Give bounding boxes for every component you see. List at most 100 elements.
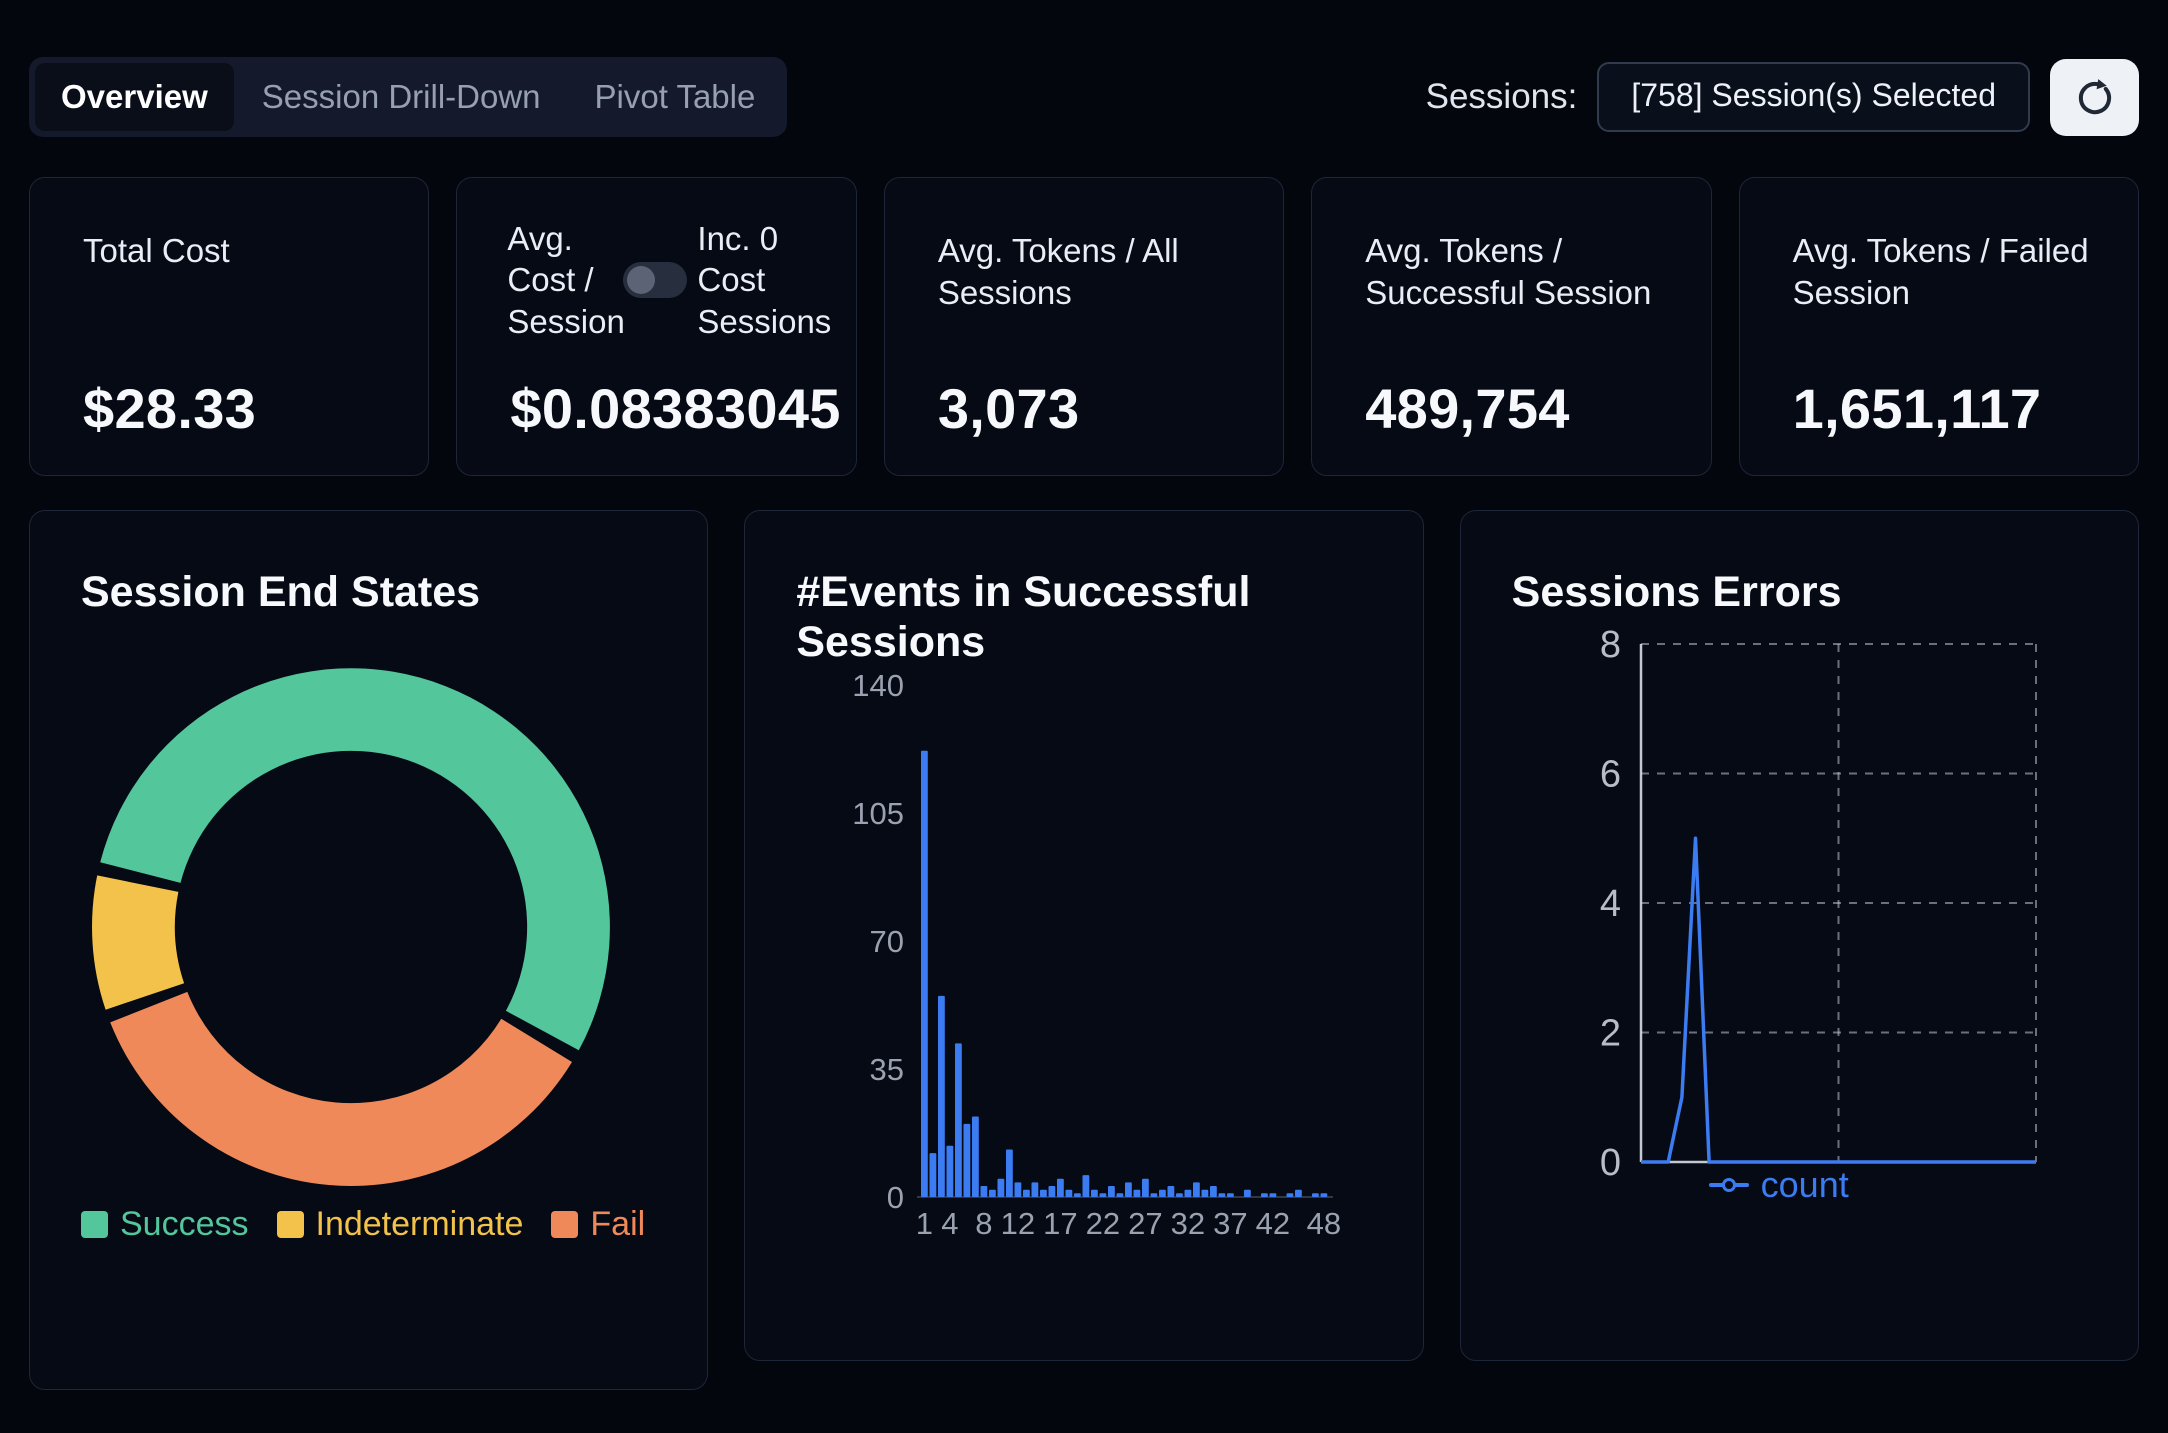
- y-tick-label: 2: [1600, 1013, 1621, 1055]
- bar: [1295, 1189, 1303, 1197]
- stat-label: Total Cost: [83, 232, 230, 269]
- stat-label: Avg. Cost / Session: [507, 220, 625, 340]
- x-tick-label: 12: [1001, 1206, 1035, 1241]
- toggle-knob: [627, 265, 656, 294]
- bar: [1218, 1193, 1226, 1197]
- stat-card-avg-tokens-successful-session: Avg. Tokens / Successful Session 489,754: [1311, 177, 1712, 476]
- bar: [955, 1043, 963, 1197]
- donut-legend: Success Indeterminate Fail: [81, 1205, 645, 1244]
- bar: [989, 1189, 997, 1197]
- y-tick-label: 0: [887, 1180, 904, 1215]
- sessions-selected-dropdown[interactable]: [758] Session(s) Selected: [1597, 62, 2030, 132]
- bar: [1091, 1189, 1099, 1197]
- bar: [1108, 1186, 1116, 1197]
- x-tick-label: 4: [942, 1206, 959, 1241]
- sessions-cluster: Sessions: [758] Session(s) Selected: [1425, 58, 2139, 136]
- x-tick-label: 22: [1086, 1206, 1120, 1241]
- bar: [1031, 1182, 1039, 1197]
- bar: [1269, 1193, 1277, 1197]
- line-legend: count: [1708, 1164, 1849, 1206]
- bar: [1082, 1175, 1090, 1197]
- stat-card-avg-cost-per-session: Avg. Cost / Session Inc. 0 Cost Sessions…: [456, 177, 857, 476]
- x-tick-label: 8: [976, 1206, 993, 1241]
- bar: [1286, 1193, 1294, 1197]
- stat-card-avg-tokens-all-sessions: Avg. Tokens / All Sessions 3,073: [883, 177, 1285, 476]
- donut-chart: [92, 668, 610, 1186]
- y-tick-label: 70: [870, 924, 904, 959]
- stat-value: $0.08383045: [510, 377, 841, 440]
- bar: [1074, 1193, 1082, 1197]
- donut-slice-fail: [110, 991, 572, 1186]
- tab-session-drill-down[interactable]: Session Drill-Down: [236, 63, 567, 131]
- success-swatch-icon: [81, 1211, 108, 1238]
- donut-slice-success: [100, 668, 610, 1051]
- charts-row: Session End States Success Indeterminate…: [29, 510, 2139, 1390]
- tab-pivot-table[interactable]: Pivot Table: [569, 63, 782, 131]
- bar: [921, 750, 929, 1197]
- bar: [1133, 1189, 1141, 1197]
- panel-sessions-errors: Sessions Errors 0 2 4 6 8 count: [1459, 510, 2139, 1361]
- fail-swatch-icon: [551, 1211, 579, 1238]
- tab-overview[interactable]: Overview: [35, 63, 234, 131]
- bar: [929, 1153, 937, 1197]
- bar: [1065, 1189, 1073, 1197]
- x-tick-label: 42: [1256, 1206, 1290, 1241]
- stat-card-avg-tokens-failed-session: Avg. Tokens / Failed Session 1,651,117: [1738, 177, 2140, 476]
- panel-title-session-end-states: Session End States: [81, 568, 481, 616]
- bar: [1244, 1189, 1252, 1197]
- stat-value: 489,754: [1365, 377, 1570, 440]
- legend-label: count: [1760, 1164, 1849, 1205]
- panel-session-end-states: Session End States Success Indeterminate…: [29, 510, 709, 1390]
- bar: [963, 1123, 971, 1197]
- bar: [946, 1145, 954, 1197]
- stat-label: Avg. Tokens / All Sessions: [937, 232, 1179, 312]
- indeterminate-swatch-icon: [276, 1211, 304, 1238]
- legend-label: Success: [120, 1205, 249, 1243]
- stat-value: 1,651,117: [1792, 377, 2042, 440]
- refresh-button[interactable]: [2050, 58, 2139, 136]
- toggle-label: Inc. 0 Cost Sessions: [697, 220, 832, 340]
- stat-value: $28.33: [83, 377, 257, 440]
- legend-item-fail: Fail: [551, 1205, 645, 1244]
- legend-label: Indeterminate: [315, 1205, 524, 1243]
- count-line: [1640, 836, 2036, 1164]
- include-zero-cost-toggle[interactable]: [623, 261, 688, 298]
- y-tick-label: 0: [1600, 1142, 1621, 1184]
- bar: [1167, 1186, 1175, 1197]
- y-tick-label: 6: [1600, 754, 1621, 796]
- bar: [1006, 1149, 1014, 1197]
- bar: [1184, 1189, 1192, 1197]
- panel-events-in-successful-sessions: #Events in Successful Sessions 0 35 70 105 1…: [744, 510, 1424, 1361]
- legend-item-indeterminate: Indeterminate: [276, 1205, 524, 1244]
- x-tick-label: 17: [1043, 1206, 1077, 1241]
- bar: [1210, 1186, 1218, 1197]
- tab-bar: Overview Session Drill-Down Pivot Table: [29, 57, 788, 137]
- bar: [1099, 1193, 1107, 1197]
- bar: [972, 1116, 980, 1197]
- bar: [1125, 1182, 1133, 1197]
- bar: [1057, 1178, 1065, 1197]
- y-tick-label: 35: [870, 1052, 904, 1087]
- top-bar: Overview Session Drill-Down Pivot Table …: [29, 57, 2139, 137]
- stat-value: 3,073: [937, 377, 1080, 440]
- stat-label: Avg. Tokens / Successful Session: [1365, 232, 1652, 312]
- donut-slice-indeterminate: [92, 875, 185, 1010]
- sessions-label: Sessions:: [1425, 77, 1578, 116]
- y-tick-label: 140: [853, 668, 905, 703]
- bar: [1320, 1193, 1328, 1197]
- bar: [1201, 1189, 1209, 1197]
- legend-item-success: Success: [81, 1205, 249, 1244]
- y-tick-label: 4: [1600, 883, 1621, 925]
- bar: [1159, 1189, 1167, 1197]
- bar: [1142, 1178, 1150, 1197]
- x-tick-label: 27: [1128, 1206, 1162, 1241]
- x-tick-label: 37: [1213, 1206, 1247, 1241]
- bar: [938, 995, 946, 1197]
- bar: [1023, 1189, 1031, 1197]
- count-series-icon: [1708, 1177, 1749, 1193]
- bar: [1040, 1189, 1048, 1197]
- bar: [1193, 1182, 1201, 1197]
- bar: [1014, 1182, 1022, 1197]
- y-tick-label: 105: [853, 796, 905, 831]
